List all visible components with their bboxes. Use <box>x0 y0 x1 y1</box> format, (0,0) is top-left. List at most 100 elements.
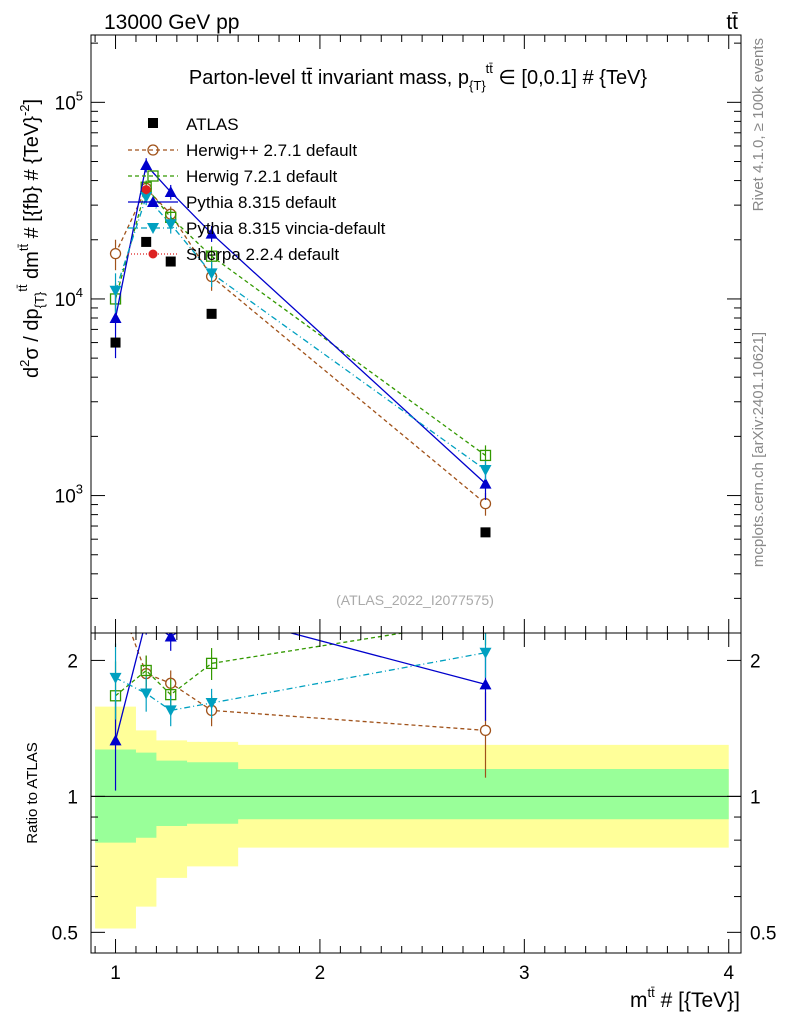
chart-title-sub: {T} <box>469 78 486 93</box>
main-y-tick-exp: 3 <box>76 482 83 497</box>
ylabel-sup-2: 2 <box>17 360 32 367</box>
series-point-herwig-2-7-1-default <box>479 497 492 510</box>
xlabel-m: m <box>630 989 648 1012</box>
mcplots-label: mcplots.cern.ch [arXiv:2401.10621] <box>750 332 767 567</box>
legend-marker-atlas <box>148 118 158 128</box>
x-tick-label: 3 <box>519 963 530 984</box>
legend-entry-herwigpp: Herwig++ 2.7.1 default <box>128 141 357 160</box>
ratio-y-tick-label-right: 2 <box>750 651 761 672</box>
atlas-data-point <box>141 236 152 247</box>
main-y-tick-exp: 5 <box>76 88 83 103</box>
legend-marker-sherpa <box>148 249 158 259</box>
ratio-point-herwig-2-7-1-default <box>111 586 121 596</box>
legend-label-atlas: ATLAS <box>186 115 239 134</box>
ratio-y-tick-label: 0.5 <box>52 923 78 944</box>
ratio-y-axis-label: Ratio to ATLAS <box>24 742 41 843</box>
ylabel-close: ] <box>21 99 43 105</box>
series-point-herwig-7-2-1-default <box>205 250 218 262</box>
ratio-point-pythia-8-315-default <box>206 606 218 617</box>
ratio-y-tick-label-right: 1 <box>750 787 761 808</box>
chart-title: Parton-level tt̄ invariant mass, p{T}tt̄… <box>189 61 647 93</box>
ylabel-units: # [{fb} # {TeV} <box>21 116 43 244</box>
legend-entry-pythia: Pythia 8.315 default <box>128 193 337 212</box>
ylabel-d: d <box>21 367 43 378</box>
xlabel-sup-tt: tt̄ <box>648 985 656 1000</box>
legend-marker-vincia <box>147 223 159 234</box>
legend-marker-pythia <box>147 196 159 207</box>
series-point-pythia-8-315-vincia-default <box>479 464 492 476</box>
legend-marker-herwig7 <box>147 170 159 182</box>
legend-entry-vincia: Pythia 8.315 vincia-default <box>128 219 386 238</box>
main-y-tick-exp: 4 <box>76 285 83 300</box>
x-tick-label: 4 <box>723 963 734 984</box>
series-point-pythia-8-315-default <box>205 227 218 239</box>
ylabel-sigma: σ / dp <box>21 308 43 359</box>
series-point-pythia-8-315-vincia-default <box>140 191 153 203</box>
series-point-herwig-2-7-1-default <box>109 247 122 260</box>
series-point-pythia-8-315-vincia-default <box>164 219 177 231</box>
main-y-tick-label: 105 <box>55 88 83 114</box>
legend-entry-sherpa: Sherpa 2.2.4 default <box>128 245 339 264</box>
ratio-point-pythia-8-315-vincia-default <box>109 672 122 684</box>
ratio-point-pythia-8-315-vincia-default <box>164 705 177 717</box>
series-point-pythia-8-315-default <box>140 159 153 171</box>
legend-label-vincia: Pythia 8.315 vincia-default <box>186 219 386 238</box>
analysis-watermark: (ATLAS_2022_I2077575) <box>336 592 494 608</box>
series-point-pythia-8-315-vincia-default <box>205 268 218 280</box>
legend-label-sherpa: Sherpa 2.2.4 default <box>186 245 339 264</box>
ratio-panel: 1 2 3 4 0.5 0.5 1 1 2 2 Ratio to ATLAS mtt̄ # [{T… <box>24 586 776 1012</box>
ylabel-sup-tt2: tt̄ <box>16 244 31 252</box>
ylabel-dm: dm <box>21 251 43 284</box>
chart-title-sup: tt̄ <box>486 61 494 76</box>
main-y-tick-base: 10 <box>55 290 76 311</box>
chart-title-rest: ∈ [0,0.1] # {TeV} <box>493 67 648 89</box>
main-y-tick-label: 104 <box>55 285 83 311</box>
legend-label-pythia: Pythia 8.315 default <box>186 193 337 212</box>
ylabel-sup-tt: tt̄ <box>15 284 30 292</box>
legend-entry-herwig7: Herwig 7.2.1 default <box>128 167 337 186</box>
ratio-point-pythia-8-315-default <box>109 734 122 746</box>
legend: ATLAS Herwig++ 2.7.1 default Herwig 7.2.… <box>128 115 386 264</box>
atlas-data-point <box>480 527 491 538</box>
series-point-pythia-8-315-default <box>479 477 492 489</box>
ratio-panel-frame <box>90 632 742 954</box>
ratio-point-pythia-8-315-vincia-default <box>205 697 218 709</box>
ratio-point-herwig-7-2-1-default <box>140 664 152 677</box>
y-axis-label: d2σ / dp{T}tt̄ dmtt̄ # [{fb} # {TeV}-2] <box>15 99 47 378</box>
legend-marker-herwigpp <box>147 144 159 156</box>
ratio-point-pythia-8-315-default <box>164 633 177 642</box>
series-point-pythia-8-315-default <box>164 185 177 197</box>
chart-title-main: Parton-level tt̄ invariant mass, p <box>189 67 469 89</box>
ratio-y-tick-label-right: 0.5 <box>750 923 776 944</box>
ratio-point-herwig-7-2-1-default <box>205 657 218 670</box>
x-axis-label: mtt̄ # [{TeV}] <box>630 985 740 1012</box>
series-point-pythia-8-315-vincia-default <box>109 285 122 297</box>
x-tick-label: 2 <box>315 963 326 984</box>
ratio-line-pythia-8-315-vincia-default <box>115 652 486 712</box>
main-y-tick-label: 103 <box>55 482 83 508</box>
legend-label-herwig7: Herwig 7.2.1 default <box>186 167 337 186</box>
ratio-point-pythia-8-315-default <box>479 678 492 690</box>
ylabel-sup-neg2: -2 <box>17 104 32 116</box>
ratio-line-herwig-7-2-1-default <box>115 633 407 697</box>
ratio-point-pythia-8-315-default <box>140 614 152 625</box>
xlabel-units: # [{TeV}] <box>655 989 740 1012</box>
atlas-data-point <box>206 308 217 319</box>
ratio-y-tick-label: 1 <box>67 787 78 808</box>
ratio-point-pythia-8-315-vincia-default <box>479 647 492 659</box>
atlas-data-point <box>110 337 121 348</box>
process-label: tt̄ <box>726 11 738 34</box>
ratio-y-tick-label: 2 <box>67 651 78 672</box>
series-point-herwig-7-2-1-default <box>479 449 492 462</box>
ratio-point-herwig-2-7-1-default <box>479 724 492 737</box>
series-point-pythia-8-315-default <box>109 312 122 324</box>
ylabel-sub-t: {T} <box>32 291 47 308</box>
legend-label-herwigpp: Herwig++ 2.7.1 default <box>186 141 357 160</box>
atlas-data-point <box>165 256 176 267</box>
rivet-version-label: Rivet 4.1.0, ≥ 100k events <box>750 38 767 211</box>
main-y-tick-base: 10 <box>55 487 76 508</box>
x-tick-label: 1 <box>110 963 121 984</box>
energy-label: 13000 GeV pp <box>104 11 239 34</box>
